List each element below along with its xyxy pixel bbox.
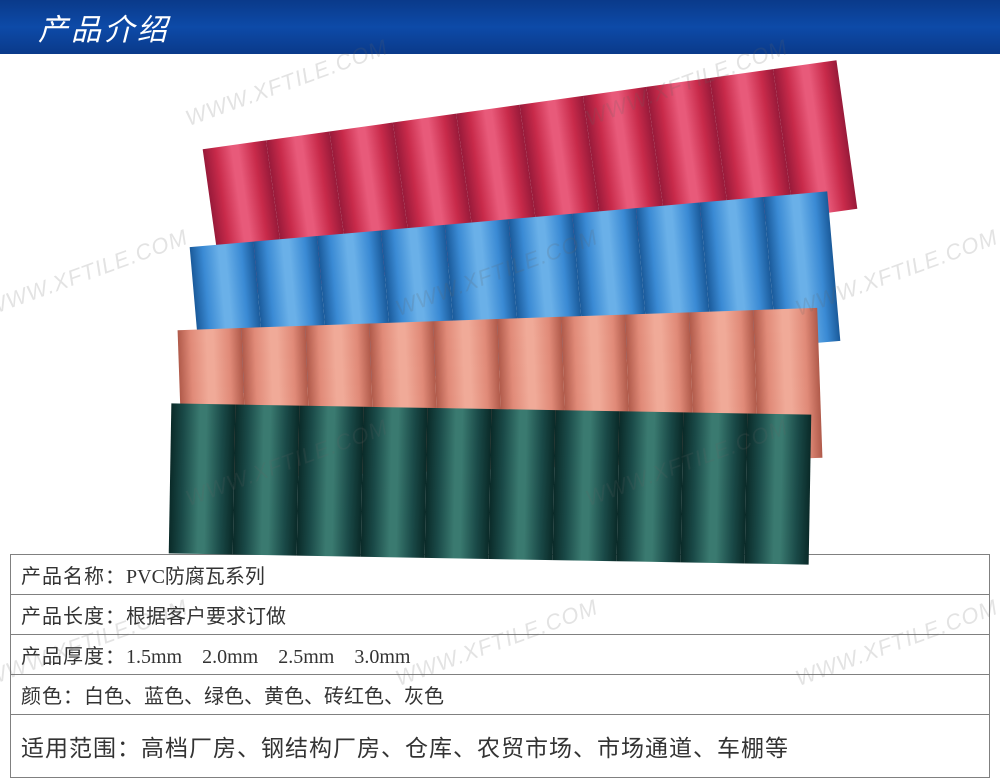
sheet-stack	[140, 84, 860, 524]
header-bar: 产品介绍	[0, 0, 1000, 54]
apply-value: 高档厂房、钢结构厂房、仓库、农贸市场、市场通道、车棚等	[141, 736, 789, 761]
spec-value: 根据客户要求订做	[126, 606, 286, 628]
spec-label: 产品长度：	[21, 606, 126, 628]
green-sheet	[169, 403, 812, 564]
spec-label: 颜色：	[21, 686, 84, 708]
spec-row: 产品厚度：1.5mm 2.0mm 2.5mm 3.0mm	[11, 635, 990, 675]
spec-cell: 产品厚度：1.5mm 2.0mm 2.5mm 3.0mm	[11, 635, 990, 675]
spec-cell: 产品长度：根据客户要求订做	[11, 595, 990, 635]
spec-table: 产品名称：PVC防腐瓦系列产品长度：根据客户要求订做产品厚度：1.5mm 2.0…	[10, 554, 990, 778]
apply-label: 适用范围：	[21, 736, 141, 761]
apply-cell: 适用范围：高档厂房、钢结构厂房、仓库、农贸市场、市场通道、车棚等	[11, 715, 990, 778]
product-image	[0, 54, 1000, 554]
page-title: 产品介绍	[38, 5, 170, 49]
spec-row: 产品名称：PVC防腐瓦系列	[11, 555, 990, 595]
spec-row: 产品长度：根据客户要求订做	[11, 595, 990, 635]
apply-row: 适用范围：高档厂房、钢结构厂房、仓库、农贸市场、市场通道、车棚等	[11, 715, 990, 778]
spec-cell: 产品名称：PVC防腐瓦系列	[11, 555, 990, 595]
spec-label: 产品名称：	[21, 566, 126, 588]
spec-value: PVC防腐瓦系列	[126, 566, 265, 588]
spec-cell: 颜色：白色、蓝色、绿色、黄色、砖红色、灰色	[11, 675, 990, 715]
spec-row: 颜色：白色、蓝色、绿色、黄色、砖红色、灰色	[11, 675, 990, 715]
spec-value: 1.5mm 2.0mm 2.5mm 3.0mm	[126, 646, 410, 668]
spec-label: 产品厚度：	[21, 646, 126, 668]
spec-value: 白色、蓝色、绿色、黄色、砖红色、灰色	[84, 686, 444, 708]
